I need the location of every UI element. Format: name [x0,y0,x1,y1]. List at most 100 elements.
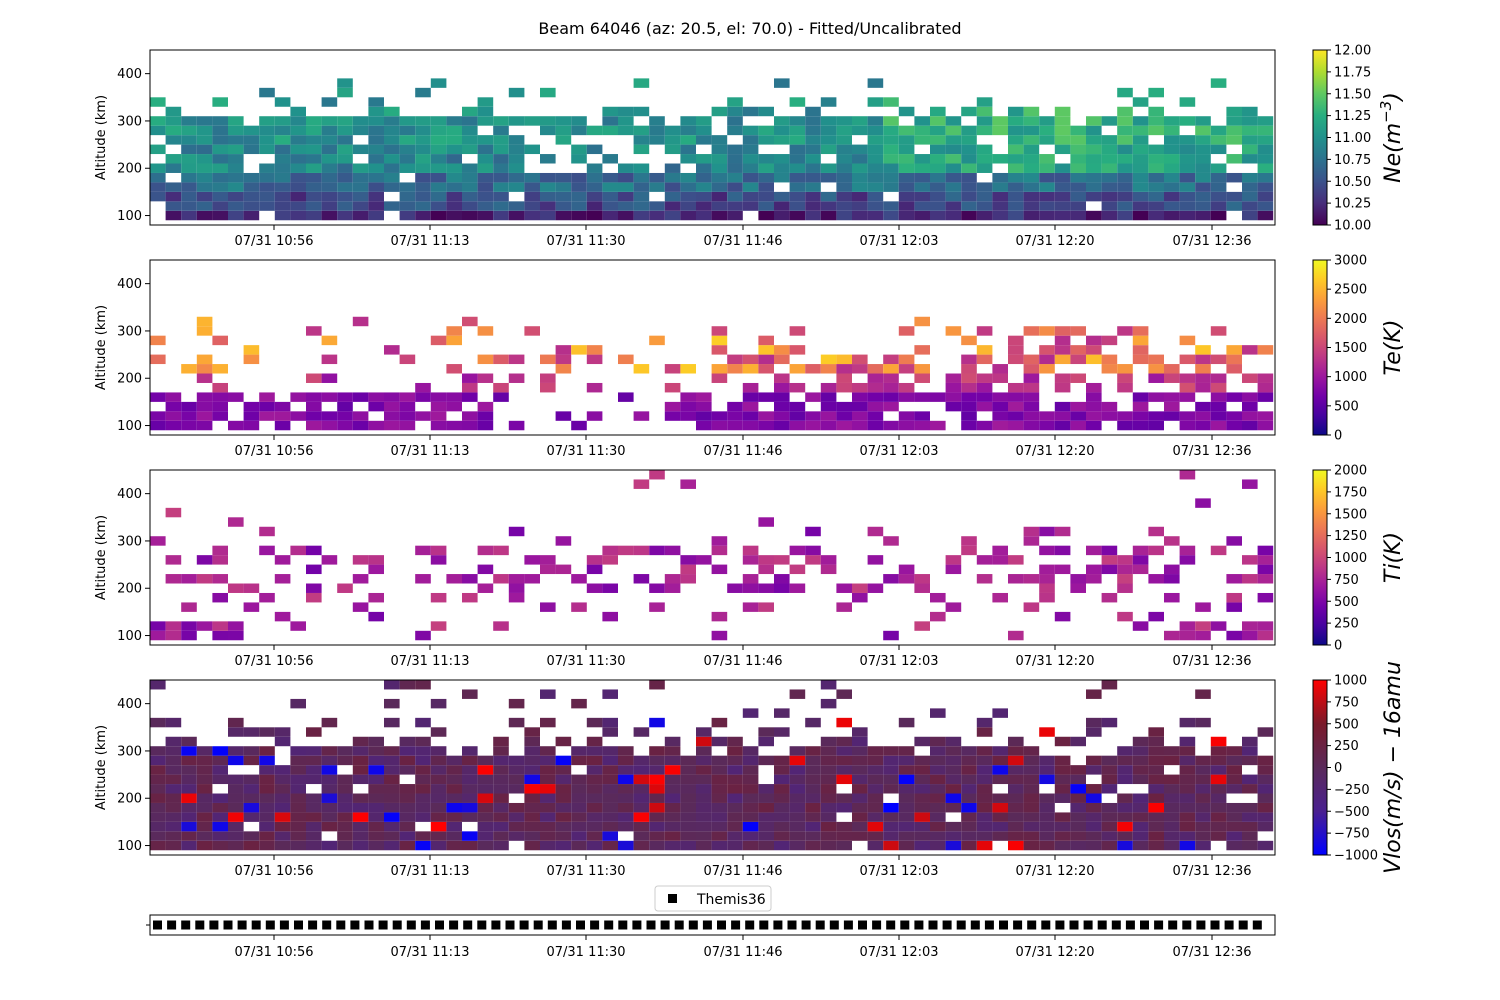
colorbar-tick-label: 1250 [1334,529,1367,544]
heatmap-cell [196,401,213,412]
heatmap-cell [321,717,338,728]
heatmap-cell [1164,125,1180,136]
heatmap-cell [1101,182,1118,192]
heatmap-cell [1257,784,1274,794]
heatmap-cell [337,191,353,202]
heatmap-cell [914,191,930,202]
heatmap-cell [930,210,946,221]
heatmap-cell [384,106,400,117]
heatmap-cell [758,784,774,794]
heatmap-cell [586,736,603,747]
colorbar-tick-label: 2500 [1334,283,1367,298]
heatmap-cell [384,392,400,402]
heatmap-cell [1023,420,1040,431]
heatmap-cell [306,326,322,336]
heatmap-cell [602,831,618,841]
heatmap-cell [867,382,884,393]
heatmap-cell [727,210,743,221]
heatmap-cell [430,210,447,221]
heatmap-cell [1023,821,1040,832]
heatmap-cell [1054,812,1071,822]
heatmap-cell [477,373,494,383]
heatmap-cell [1210,401,1227,412]
heatmap-cell [165,630,182,641]
heatmap-cell [852,201,868,211]
heatmap-cell [789,144,806,155]
heatmap-cell [618,840,634,851]
heatmap-cell [306,583,322,593]
heatmap-cell [976,373,993,383]
heatmap-cell [508,583,525,593]
heatmap-cell [399,191,416,202]
heatmap-cell [274,144,291,155]
heatmap-cell [883,373,899,383]
heatmap-cell [1179,840,1196,851]
heatmap-cell [462,411,478,421]
heatmap-cell [961,812,977,822]
heatmap-cell [337,411,353,421]
heatmap-cell [508,526,525,537]
colorbar-label: Te(K) [1381,320,1406,376]
heatmap-cell [165,736,182,747]
heatmap-cell [274,116,291,126]
heatmap-cell [1179,116,1196,126]
heatmap-cell [758,364,774,374]
heatmap-cell [1164,201,1180,211]
heatmap-cell [961,154,977,164]
heatmap-cell [1226,592,1242,603]
heatmap-cell [774,116,790,126]
heatmap-cell [165,420,182,431]
x-tick-label: 07/31 12:36 [1172,654,1251,669]
heatmap-cell [384,746,400,756]
heatmap-cell [1086,689,1102,699]
heatmap-cell [571,420,587,431]
heatmap-cell [867,755,884,766]
heatmap-cell [774,172,790,183]
heatmap-cell [836,144,852,155]
heatmap-cell [1210,784,1227,794]
heatmap-cell [228,154,244,164]
heatmap-cell [992,364,1008,374]
heatmap-cell [1039,526,1055,537]
heatmap-cell [898,411,915,421]
heatmap-cell [1179,172,1196,183]
heatmap-cell [1210,144,1227,155]
heatmap-cell [1086,420,1102,431]
heatmap-cell [1132,765,1149,775]
heatmap-cell [1039,210,1055,221]
heatmap-cell [508,144,525,155]
heatmap-cell [945,602,962,612]
heatmap-cell [805,135,821,145]
heatmap-cell [586,172,603,183]
heatmap-cell [274,420,291,431]
heatmap-cell [664,210,681,221]
heatmap-cell [165,191,182,202]
heatmap-cell [852,831,868,841]
heatmap-cell [976,401,993,412]
heatmap-cell [758,583,774,593]
heatmap-cell [836,125,852,136]
heatmap-cell [930,392,946,402]
heatmap-cell [945,116,962,126]
heatmap-cell [976,821,993,832]
heatmap-cell [696,392,712,402]
heatmap-cell [446,392,462,402]
heatmap-cell [976,354,993,365]
heatmap-cell [462,182,478,192]
heatmap-cell [1054,382,1071,393]
heatmap-cell [1242,574,1258,584]
heatmap-cell [290,784,306,794]
heatmap-cell [181,831,197,841]
heatmap-cell [1257,144,1274,155]
heatmap-cell [961,545,977,556]
heatmap-cell [711,717,728,728]
scatter-point [843,920,853,930]
y-tick-label: 200 [117,162,142,177]
heatmap-cell [1023,392,1040,402]
heatmap-cell [696,125,712,136]
heatmap-cell [1023,802,1040,813]
heatmap-cell [243,746,260,756]
heatmap-cell [774,821,790,832]
heatmap-cell [1132,821,1149,832]
